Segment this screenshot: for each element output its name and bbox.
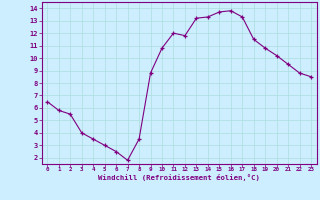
X-axis label: Windchill (Refroidissement éolien,°C): Windchill (Refroidissement éolien,°C) [98,174,260,181]
